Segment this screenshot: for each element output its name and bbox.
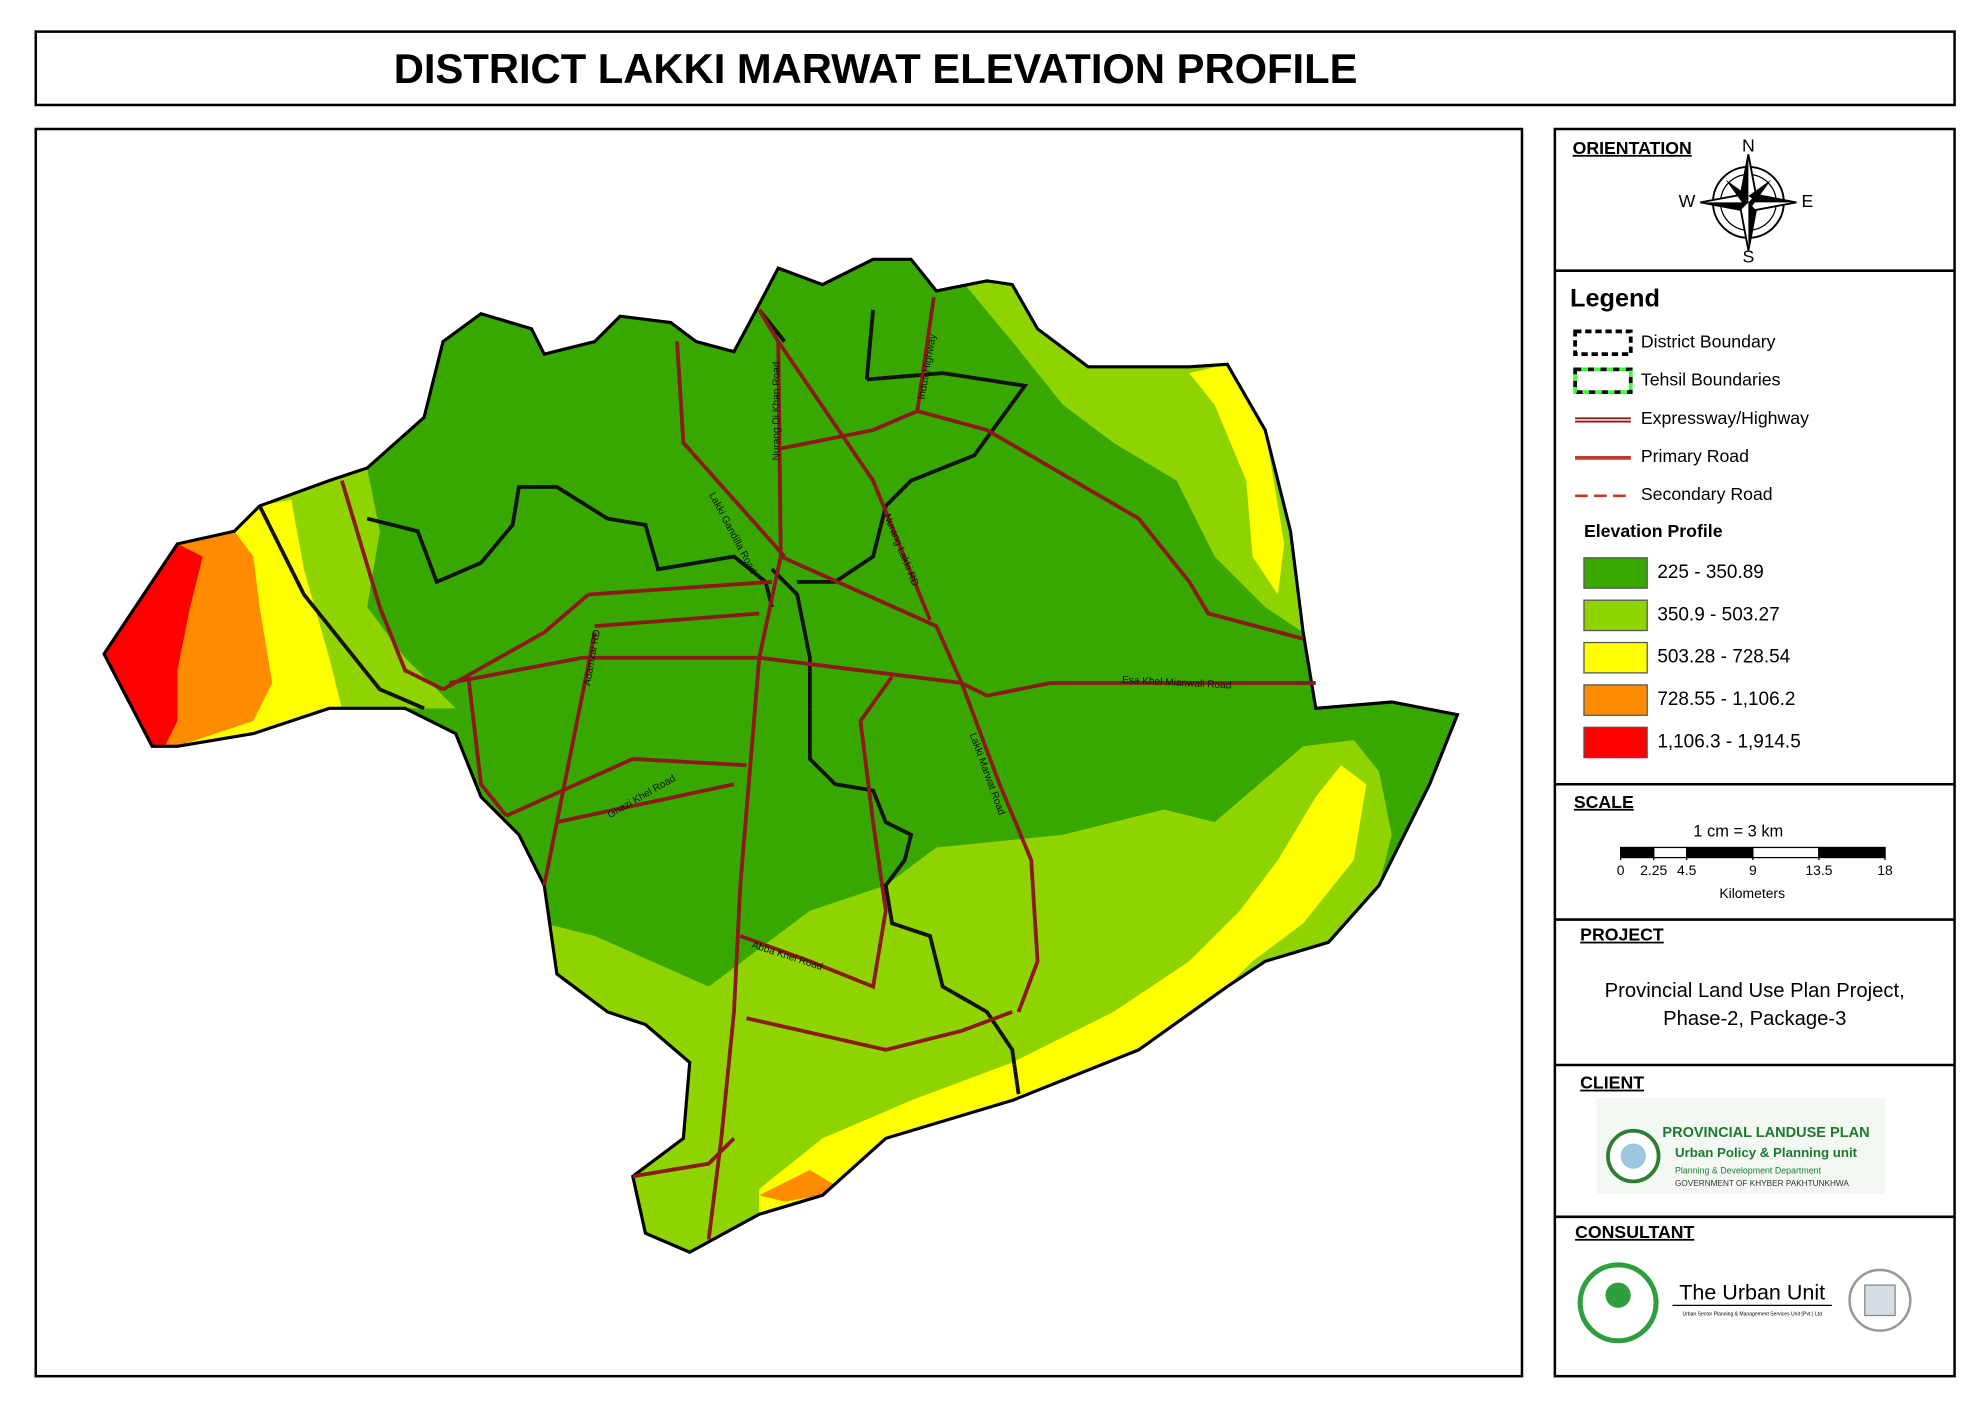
elevation-label: 728.55 - 1,106.2 <box>1657 689 1795 710</box>
elevation-swatch <box>1583 557 1648 589</box>
compass-n: N <box>1742 135 1755 155</box>
scale-segment <box>1752 846 1820 859</box>
elevation-classes: 225 - 350.89 350.9 - 503.27 503.28 - 728.5… <box>1583 557 1801 759</box>
legend-title: Legend <box>1570 284 1660 312</box>
title-box <box>34 30 1956 107</box>
project-title: PROJECT <box>1580 925 1664 945</box>
map-frame <box>34 127 1524 1378</box>
client-logo-text: Planning & Development Department <box>1675 1166 1822 1176</box>
legend-item: Secondary Road <box>1641 484 1773 504</box>
scale-label: 2.25 <box>1640 862 1667 878</box>
consultant-logo: The Urban Unit Urban Sector Planning & M… <box>1577 1262 1912 1344</box>
consultant-title: CONSULTANT <box>1575 1222 1694 1242</box>
legend-item: Tehsil Boundaries <box>1641 370 1781 390</box>
scale-title: SCALE <box>1574 792 1634 812</box>
road-label: Nurang Di Khan Road <box>772 362 783 461</box>
tehsil-boundaries <box>257 307 1029 1097</box>
scale-ratio: 1 cm = 3 km <box>1693 823 1783 841</box>
zone-high <box>152 364 1367 1215</box>
zone-mid <box>259 280 1392 1253</box>
scale-label: 0 <box>1617 862 1625 878</box>
elevation-label: 350.9 - 503.27 <box>1657 604 1779 625</box>
client-title: CLIENT <box>1580 1073 1644 1093</box>
elevation-label: 1,106.3 - 1,914.5 <box>1657 731 1800 752</box>
legend-item: Primary Road <box>1641 446 1749 466</box>
client-logo-text: GOVERNMENT OF KHYBER PAKHTUNKHWA <box>1675 1179 1849 1188</box>
consultant-subtitle: Urban Sector Planning & Management Servi… <box>1682 1312 1822 1318</box>
legend-items: District Boundary Tehsil Boundaries Expres… <box>1641 331 1809 504</box>
elevation-swatch <box>1583 599 1648 632</box>
scale-label: 9 <box>1749 862 1757 878</box>
zone-peak <box>104 543 203 747</box>
legend-symbols <box>1573 329 1633 498</box>
elevation-label: 503.28 - 728.54 <box>1657 647 1790 668</box>
consultant-name: The Urban Unit <box>1679 1281 1825 1305</box>
elevation-swatch <box>1583 726 1648 759</box>
orientation-title: ORIENTATION <box>1573 138 1692 158</box>
title: DISTRICT LAKKI MARWAT ELEVATION PROFILE <box>394 45 1358 92</box>
scale-unit: Kilometers <box>1719 885 1785 901</box>
client-logo: PROVINCIAL LANDUSE PLAN Urban Policy & P… <box>1596 1097 1885 1195</box>
roads <box>339 295 1318 1242</box>
elevation-title: Elevation Profile <box>1584 521 1723 541</box>
compass-e: E <box>1802 191 1814 211</box>
scale-label: 18 <box>1877 862 1893 878</box>
scale-bar: 0 2.25 4.5 9 13.5 18 <box>1617 846 1893 878</box>
elevation-label: 225 - 350.89 <box>1657 562 1764 583</box>
scale-segment <box>1653 846 1688 859</box>
client-logo-text: PROVINCIAL LANDUSE PLAN <box>1662 1125 1869 1141</box>
scale-label: 13.5 <box>1805 862 1832 878</box>
client-logo-text: Urban Policy & Planning unit <box>1675 1145 1858 1160</box>
project-line: Phase-2, Package-3 <box>1663 1008 1846 1030</box>
compass-w: W <box>1679 191 1696 211</box>
compass: N S E W <box>1679 135 1814 266</box>
sidebar-dividers <box>1554 269 1955 1219</box>
legend-item: Expressway/Highway <box>1641 408 1809 428</box>
sidebar <box>1553 127 1956 1378</box>
compass-s: S <box>1742 247 1754 267</box>
scale-segment <box>1686 846 1754 859</box>
legend-item: District Boundary <box>1641 331 1776 351</box>
elevation-swatch <box>1583 684 1648 716</box>
elevation-swatch <box>1583 641 1648 674</box>
scale-segment <box>1818 846 1886 859</box>
project-line: Provincial Land Use Plan Project, <box>1605 980 1905 1002</box>
scale-segment <box>1620 846 1655 859</box>
scale-label: 4.5 <box>1677 862 1697 878</box>
